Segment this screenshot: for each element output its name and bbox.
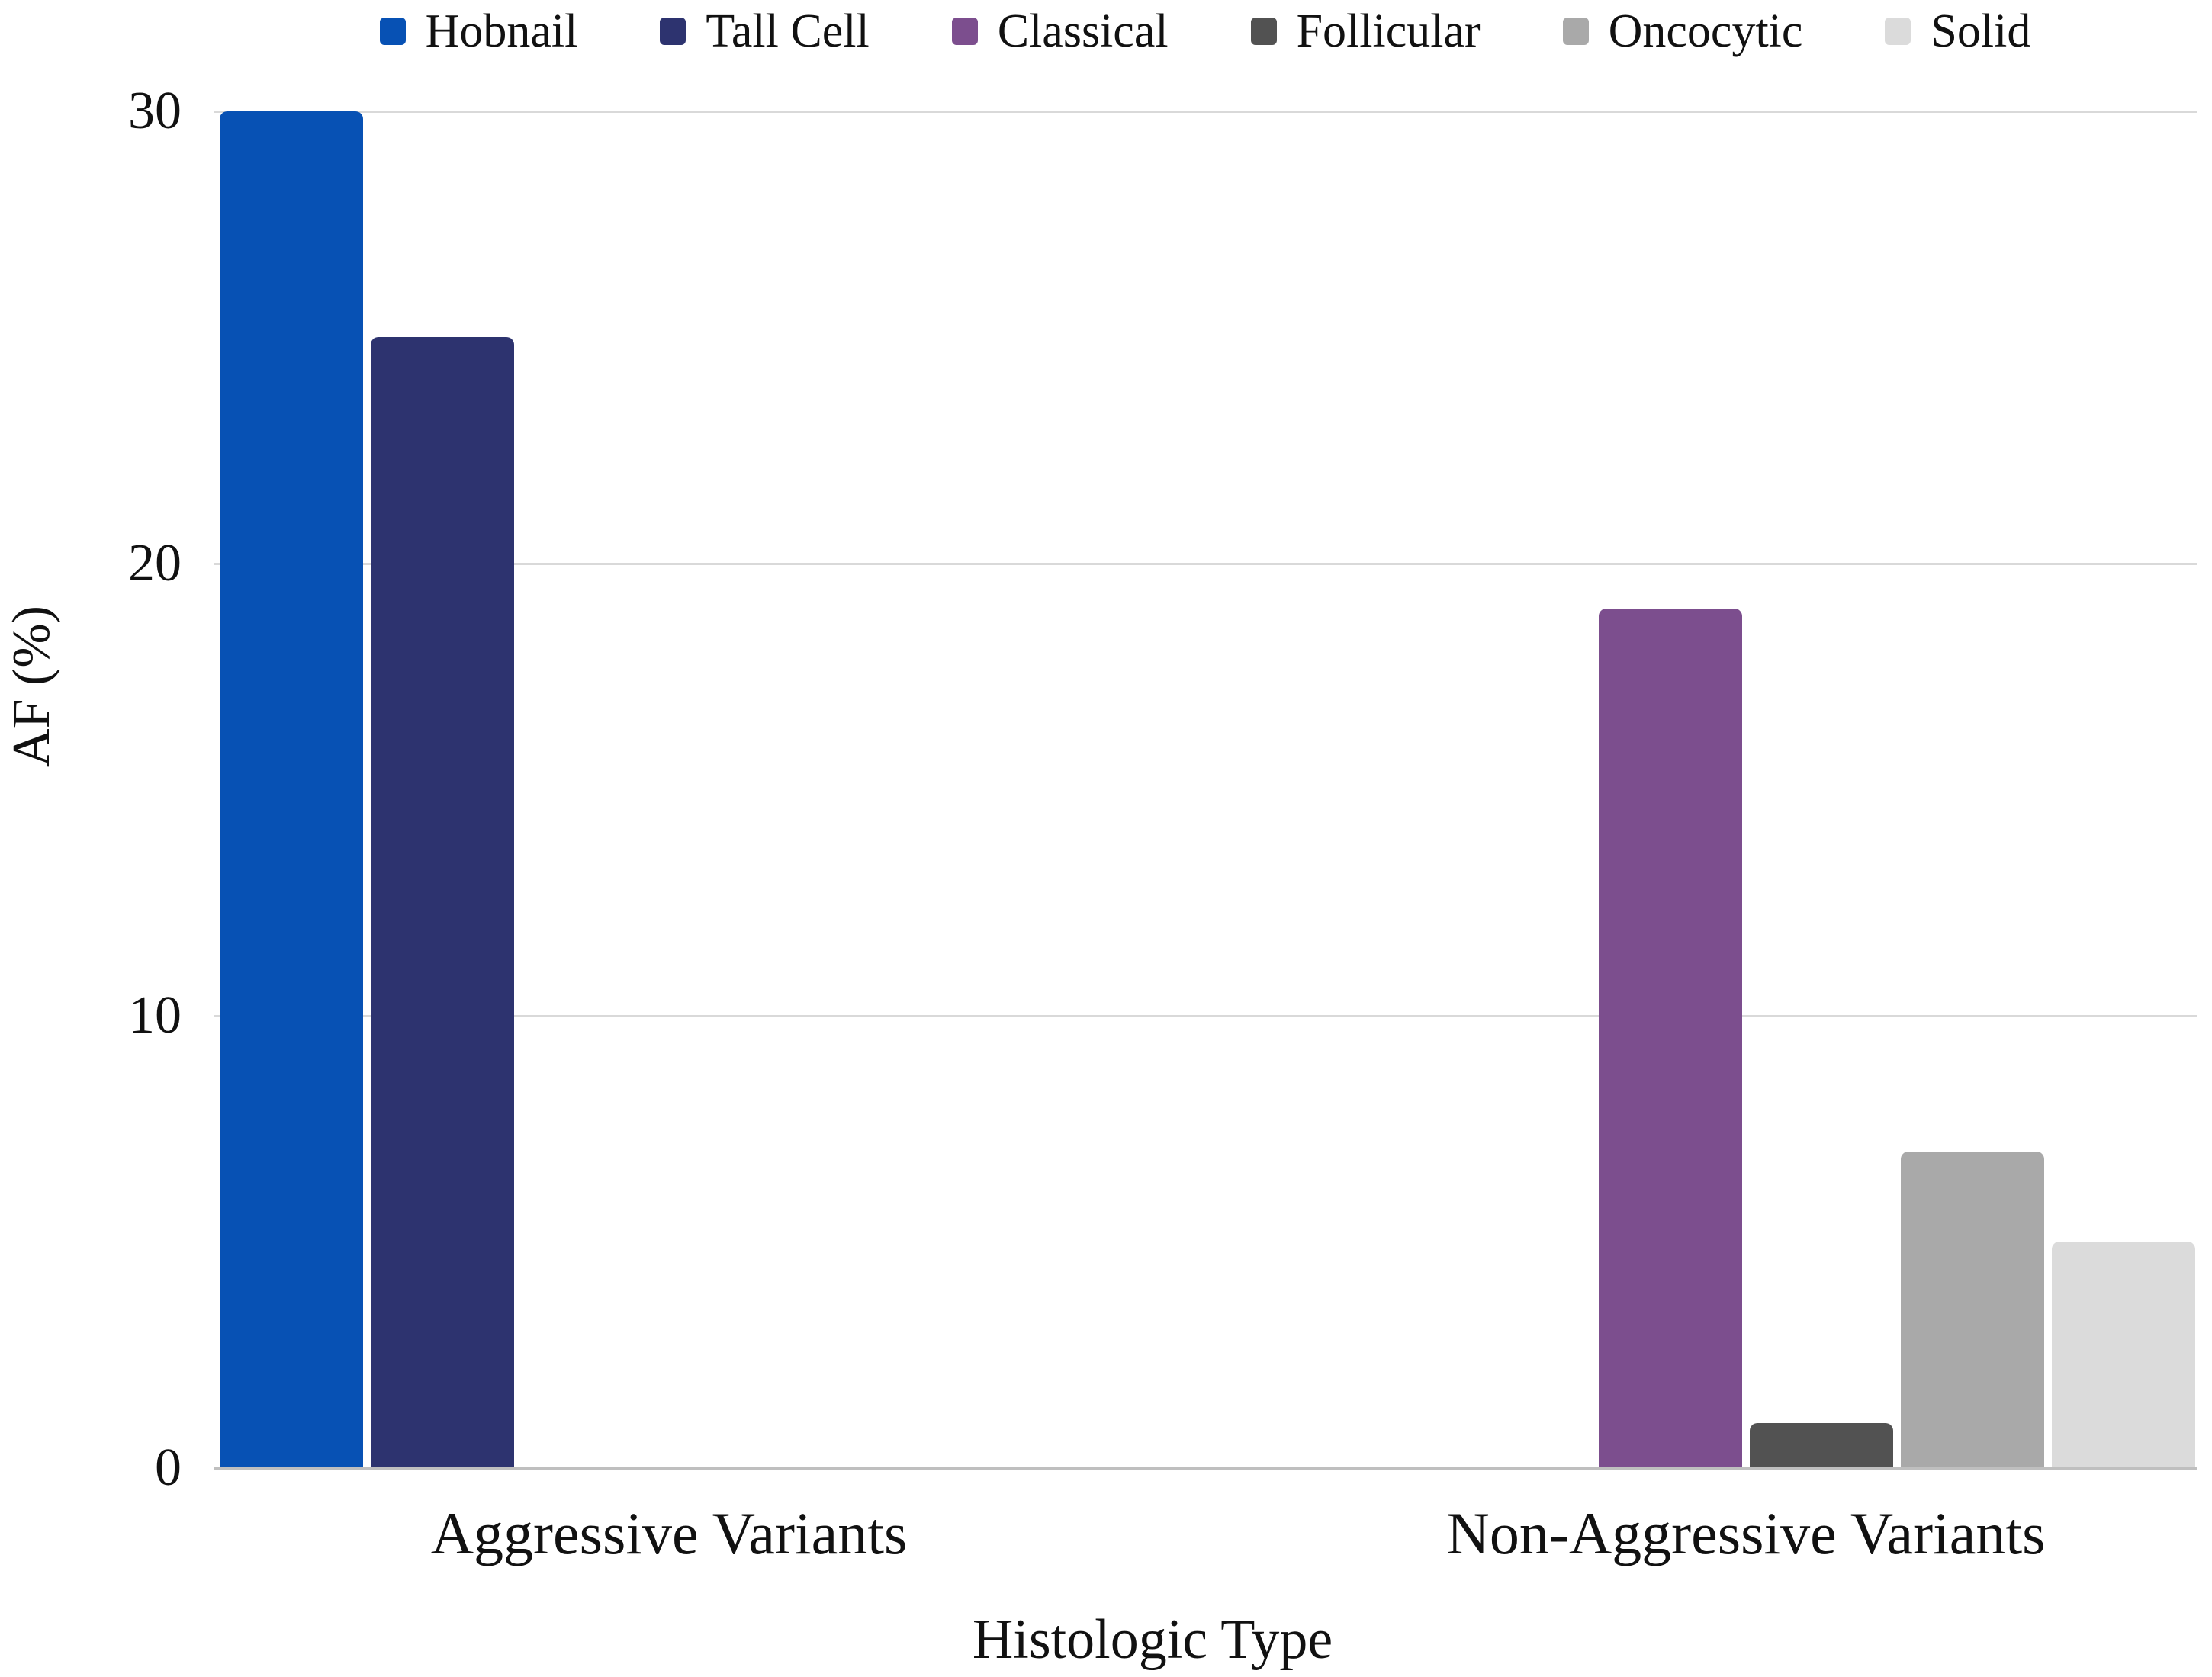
legend-label-tall-cell: Tall Cell [706,5,870,57]
legend-item-follicular: Follicular [1250,5,1481,57]
x-axis-line [214,1467,2197,1470]
y-tick-label-20: 20 [128,534,182,593]
bar-follicular-non-aggressive-variants [1750,1423,1893,1468]
legend-item-hobnail: Hobnail [379,5,578,57]
legend-item-oncocytic: Oncocytic [1562,5,1803,57]
x-axis-title: Histologic Type [972,1608,1333,1671]
gridline-y-30 [214,111,2197,113]
y-tick-label-10: 10 [128,986,182,1045]
bar-hobnail-aggressive-variants [220,111,363,1468]
legend-swatch-icon-hobnail [379,18,406,45]
legend-label-oncocytic: Oncocytic [1608,5,1803,57]
legend-item-classical: Classical [951,5,1169,57]
legend-swatch-icon-tall-cell [660,18,686,45]
legend-label-follicular: Follicular [1296,5,1481,57]
legend-item-solid: Solid [1885,8,2030,55]
x-category-label-non-aggressive: Non-Aggressive Variants [1446,1500,2046,1566]
gridline-y-10 [214,1015,2197,1017]
bar-oncocytic-non-aggressive-variants [1901,1152,2044,1468]
plot-area [214,111,2197,1468]
gridline-y-20 [214,563,2197,565]
legend-swatch-icon-solid [1885,18,1911,45]
legend-item-tall-cell: Tall Cell [660,5,870,57]
legend-swatch-icon-classical [951,18,978,45]
y-axis-title: AF (%) [2,606,61,767]
y-tick-label-30: 30 [128,82,182,140]
bar-solid-non-aggressive-variants [2052,1242,2195,1468]
bar-tall-cell-aggressive-variants [371,337,514,1468]
legend-swatch-icon-oncocytic [1562,18,1589,45]
legend-swatch-icon-follicular [1250,18,1277,45]
legend-label-classical: Classical [997,5,1169,57]
bar-classical-non-aggressive-variants [1599,609,1742,1468]
legend-label-hobnail: Hobnail [425,5,578,57]
x-category-label-aggressive: Aggressive Variants [430,1500,908,1566]
chart-legend: Hobnail Tall Cell Classical Follicular Oncoc… [214,2,2197,61]
legend-label-solid: Solid [1931,5,2031,57]
y-tick-label-0: 0 [155,1438,182,1497]
